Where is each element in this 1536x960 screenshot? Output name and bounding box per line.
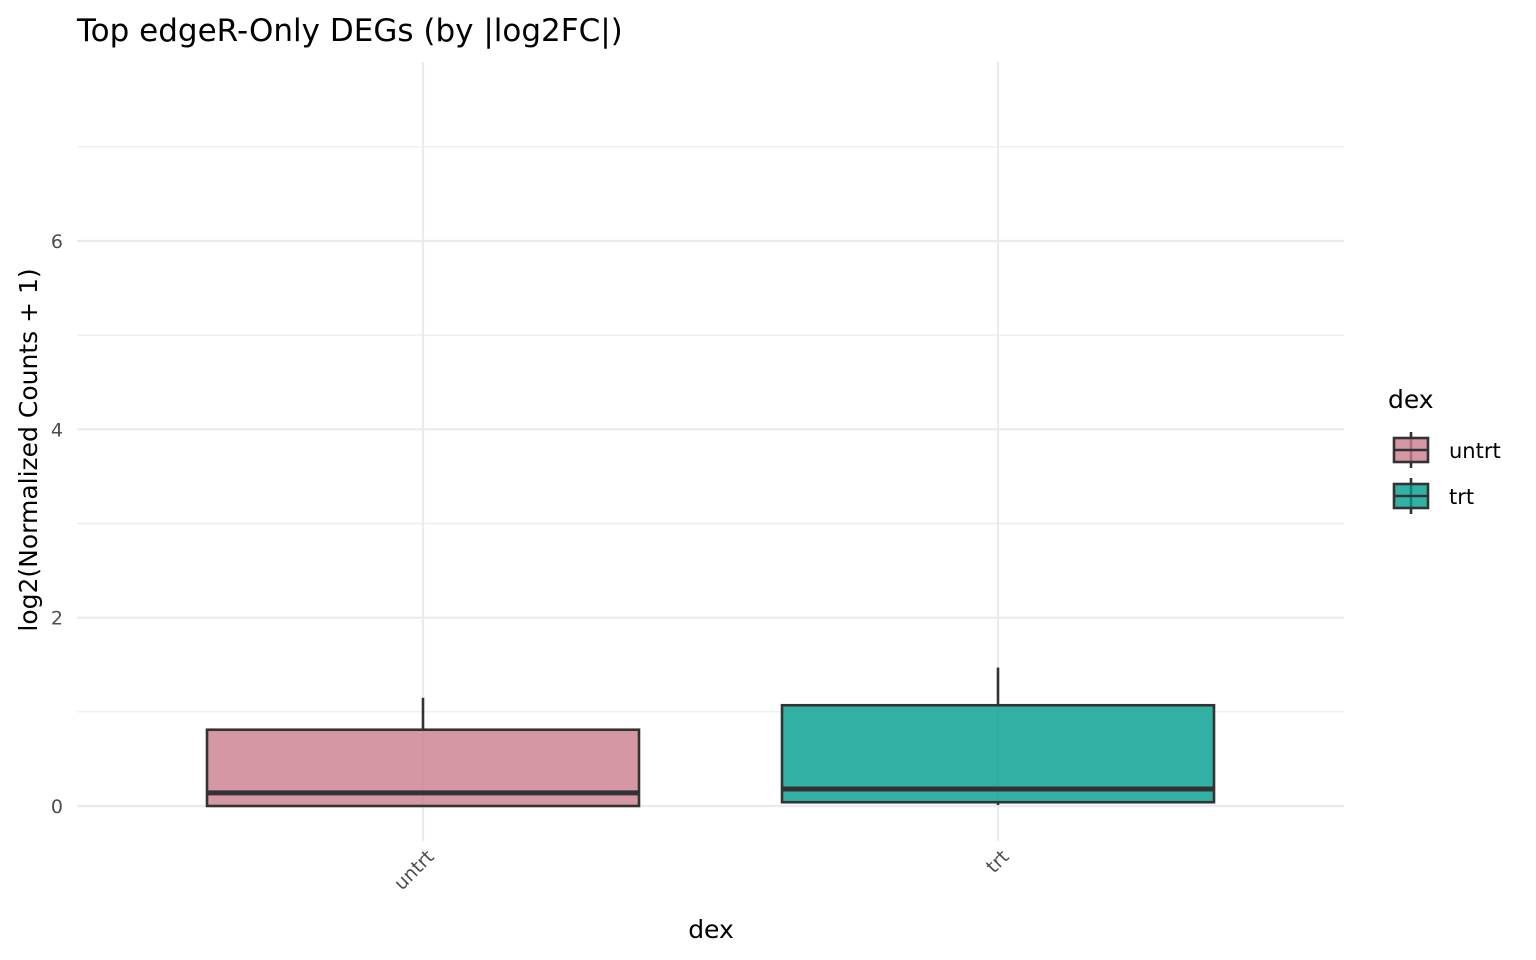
legend-item-trt: trt	[1392, 478, 1474, 514]
boxplot-layer	[205, 667, 1216, 808]
legend-title: dex	[1388, 385, 1434, 414]
legend-label: untrt	[1449, 439, 1501, 463]
chart-title: Top edgeR-Only DEGs (by |log2FC|)	[76, 13, 623, 49]
y-axis-ticks: 0 2 4 6	[51, 231, 63, 818]
y-tick-label: 0	[51, 796, 63, 818]
y-tick-label: 4	[51, 419, 63, 441]
legend: dex untrt trt	[1388, 385, 1501, 514]
y-tick-label: 2	[51, 608, 63, 630]
box-body	[780, 703, 1216, 804]
x-axis-ticks: untrt trt	[390, 846, 1014, 895]
x-tick-label: untrt	[390, 846, 439, 895]
y-axis-title: log2(Normalized Counts + 1)	[14, 268, 43, 631]
x-tick-label: trt	[982, 846, 1014, 878]
y-tick-label: 6	[51, 231, 63, 253]
x-axis-title: dex	[688, 915, 734, 944]
box-untrt	[205, 697, 641, 808]
legend-label: trt	[1449, 485, 1474, 509]
box-trt	[780, 667, 1216, 806]
legend-item-untrt: untrt	[1392, 432, 1501, 468]
